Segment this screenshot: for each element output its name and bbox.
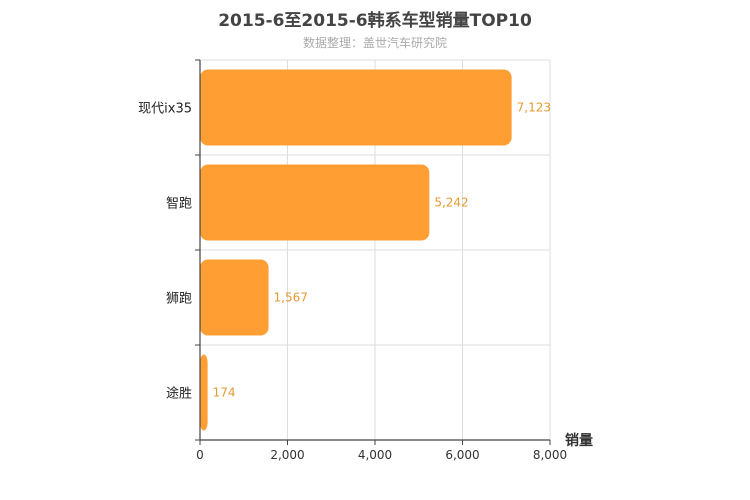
category-label: 途胜 [166, 386, 192, 402]
bar [200, 354, 208, 431]
data-label: 1,567 [274, 291, 308, 305]
category-label: 狮跑 [166, 292, 192, 307]
data-label: 7,123 [517, 101, 551, 115]
data-label: 5,242 [434, 196, 468, 210]
data-label: 174 [213, 386, 236, 400]
x-tick-label: 6,000 [445, 448, 479, 462]
x-tick-label: 8,000 [533, 448, 567, 462]
category-label: 智跑 [166, 197, 192, 212]
axes [195, 59, 551, 445]
bar [200, 259, 269, 336]
category-label: 现代ix35 [138, 102, 192, 117]
x-tick-label: 0 [196, 448, 204, 462]
bar [200, 164, 430, 241]
x-tick-label: 2,000 [270, 448, 304, 462]
bars [200, 69, 512, 431]
x-axis-title: 销量 [565, 432, 593, 449]
chart-subtitle: 数据整理：盖世汽车研究院 [302, 36, 447, 50]
bar [200, 69, 512, 146]
chart-title: 2015-6至2015-6韩系车型销量TOP10 [218, 11, 532, 31]
x-tick-label: 4,000 [358, 448, 392, 462]
